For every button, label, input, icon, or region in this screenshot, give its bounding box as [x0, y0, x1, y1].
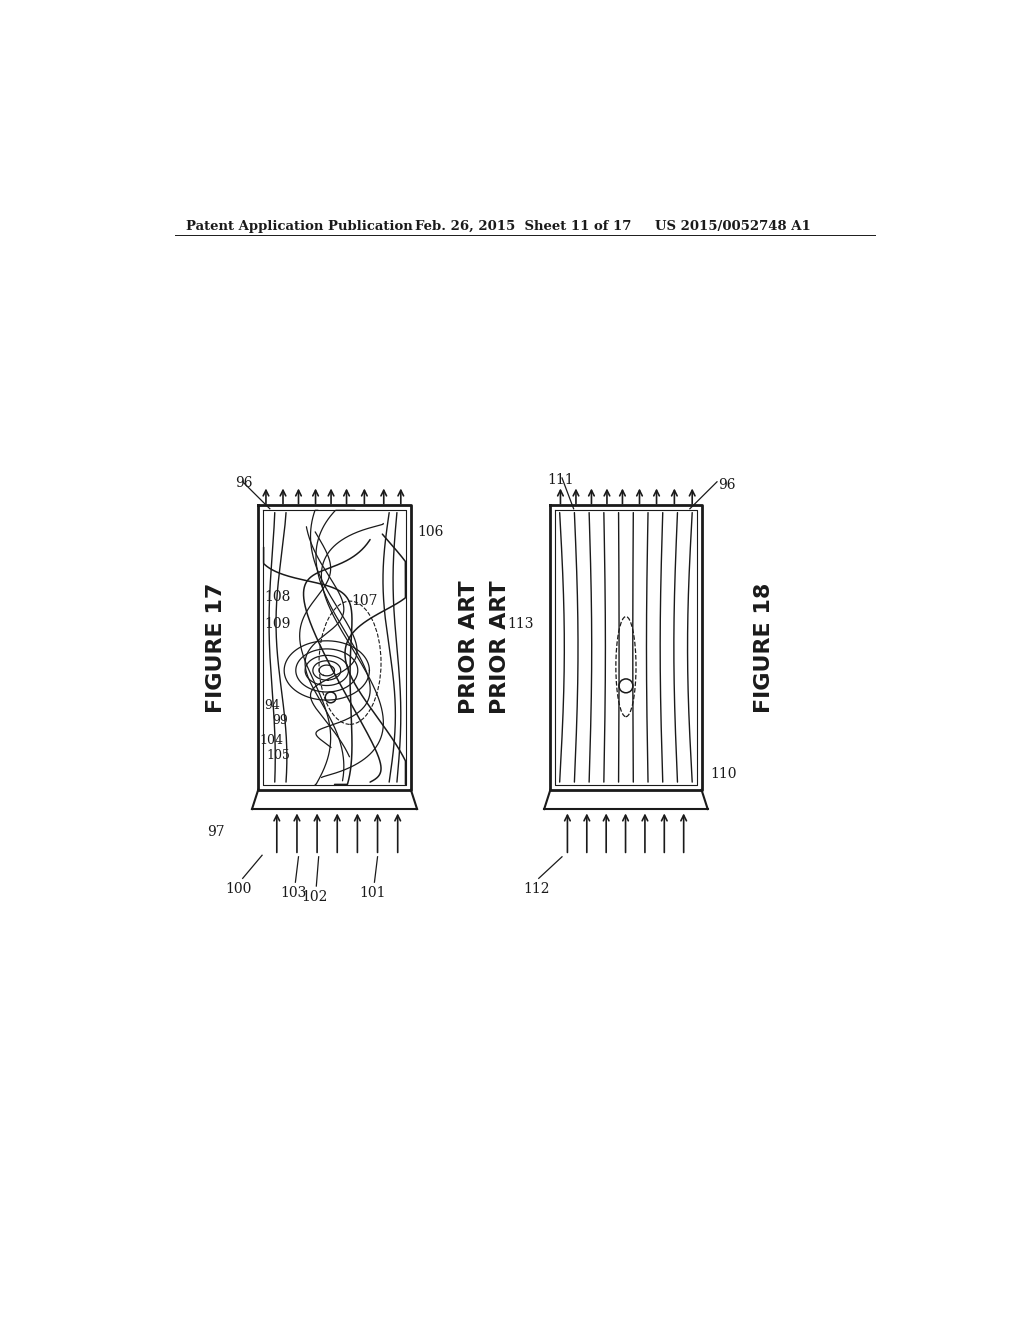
Text: 106: 106 — [417, 525, 443, 539]
Text: 96: 96 — [236, 475, 253, 490]
Text: 97: 97 — [207, 825, 224, 840]
Text: FIGURE 18: FIGURE 18 — [754, 582, 773, 713]
Text: 100: 100 — [225, 882, 252, 896]
Text: 110: 110 — [711, 767, 737, 781]
Text: 101: 101 — [359, 886, 386, 900]
Text: 113: 113 — [508, 618, 535, 631]
Text: Feb. 26, 2015  Sheet 11 of 17: Feb. 26, 2015 Sheet 11 of 17 — [415, 220, 631, 234]
Text: 109: 109 — [264, 618, 291, 631]
Text: 112: 112 — [523, 882, 550, 896]
Text: 108: 108 — [264, 590, 291, 605]
Text: 105: 105 — [266, 748, 290, 762]
Text: 107: 107 — [351, 594, 378, 609]
Text: US 2015/0052748 A1: US 2015/0052748 A1 — [655, 220, 811, 234]
Text: 111: 111 — [547, 473, 573, 487]
Text: PRIOR ART: PRIOR ART — [490, 581, 510, 714]
Text: 104: 104 — [260, 734, 284, 747]
Text: 102: 102 — [302, 890, 328, 904]
Text: Patent Application Publication: Patent Application Publication — [186, 220, 413, 234]
Text: PRIOR ART: PRIOR ART — [459, 581, 479, 714]
Text: 103: 103 — [281, 886, 307, 900]
Text: 99: 99 — [272, 714, 288, 727]
Text: 96: 96 — [719, 478, 736, 492]
Text: FIGURE 17: FIGURE 17 — [206, 582, 225, 713]
Text: 94: 94 — [264, 700, 281, 711]
